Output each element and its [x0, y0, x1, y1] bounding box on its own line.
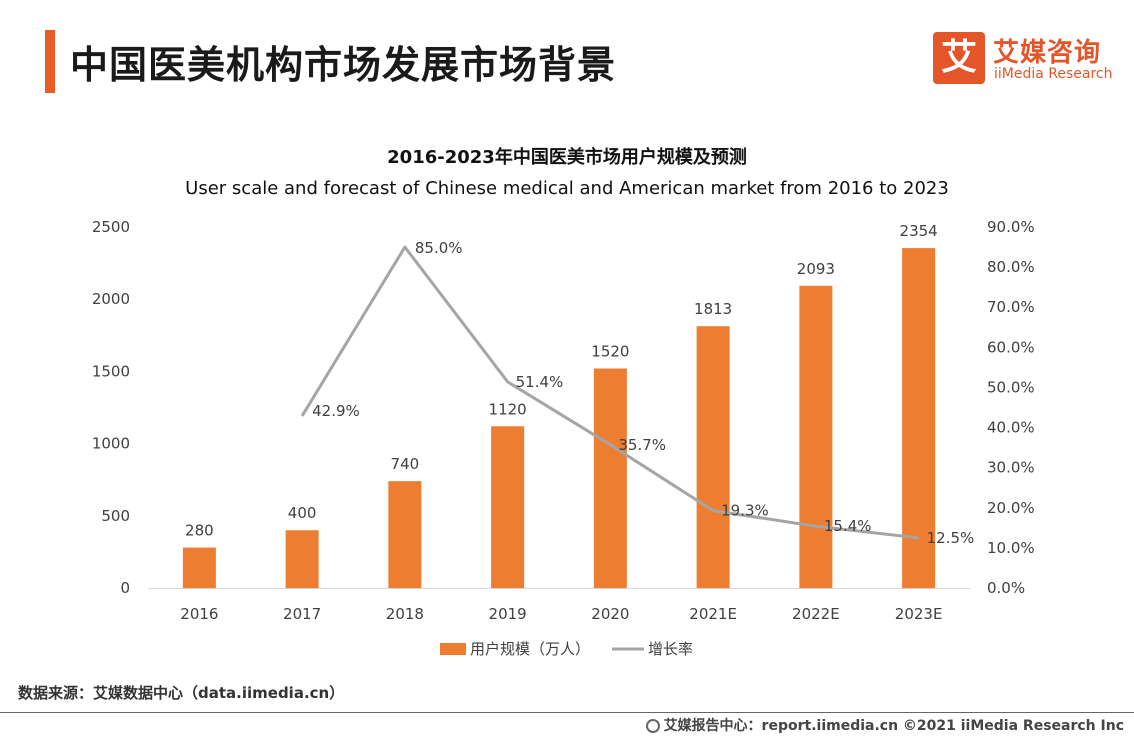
- x-axis-tick-label: 2021E: [689, 605, 737, 623]
- right-axis-tick-label: 90.0%: [987, 218, 1035, 236]
- legend-bar-label: 用户规模（万人）: [470, 640, 590, 658]
- x-axis-tick-label: 2017: [283, 605, 321, 623]
- growth-rate-label: 12.5%: [927, 529, 975, 547]
- brand-logo: 艾 艾媒咨询 iiMedia Research: [933, 32, 1128, 86]
- right-axis-tick-label: 0.0%: [987, 579, 1025, 597]
- chart-subtitle: User scale and forecast of Chinese medic…: [185, 178, 949, 199]
- left-axis-tick-label: 2500: [92, 218, 130, 236]
- bar-2018: [388, 481, 422, 588]
- bar-2016: [182, 547, 216, 588]
- growth-rate-label: 19.3%: [721, 502, 769, 520]
- growth-rate-label: 15.4%: [824, 517, 872, 535]
- right-axis-tick-label: 50.0%: [987, 378, 1035, 396]
- bar-value-label: 2093: [797, 260, 835, 278]
- growth-rate-line: [300, 245, 919, 540]
- logo-english-name: iiMedia Research: [994, 66, 1113, 82]
- growth-rate-label: 35.7%: [618, 436, 666, 454]
- bar-2022E: [799, 285, 833, 588]
- bar-value-label: 400: [288, 504, 317, 522]
- logo-chinese-name: 艾媒咨询: [993, 38, 1102, 68]
- footer-divider: [0, 712, 1134, 713]
- page-title: 中国医美机构市场发展市场背景: [70, 43, 617, 87]
- bar-2017: [285, 530, 319, 588]
- data-source: 数据来源：艾媒数据中心（data.iimedia.cn）: [18, 684, 345, 702]
- legend-line-label: 增长率: [648, 640, 693, 658]
- x-axis-tick-label: 2023E: [895, 605, 943, 623]
- left-axis-tick-label: 1500: [92, 362, 130, 380]
- title-accent-bar: [45, 30, 55, 93]
- x-axis-tick-label: 2019: [489, 605, 527, 623]
- x-axis-tick-label: 2018: [386, 605, 424, 623]
- x-axis-tick-label: 2022E: [792, 605, 840, 623]
- left-axis-tick-label: 500: [101, 507, 130, 525]
- bar-value-label: 280: [185, 522, 214, 540]
- globe-icon: [645, 719, 660, 733]
- footer-credit: 艾媒报告中心：report.iimedia.cn ©2021 iiMedia R…: [645, 715, 1124, 735]
- right-axis-tick-label: 20.0%: [987, 499, 1035, 517]
- logo-mark: 艾: [933, 32, 985, 84]
- right-axis-tick-label: 10.0%: [987, 539, 1035, 557]
- growth-rate-label: 42.9%: [312, 402, 360, 420]
- bar-value-label: 740: [391, 455, 420, 473]
- footer-text: 艾媒报告中心：report.iimedia.cn ©2021 iiMedia R…: [663, 718, 1124, 734]
- x-axis-tick-label: 2020: [591, 605, 629, 623]
- bar-2019: [491, 426, 525, 588]
- growth-rate-label: 85.0%: [415, 239, 463, 257]
- right-axis-tick-label: 70.0%: [987, 298, 1035, 316]
- left-axis-tick-label: 2000: [92, 290, 130, 308]
- bar-2020: [593, 368, 627, 588]
- right-axis-tick-label: 80.0%: [987, 258, 1035, 276]
- left-axis-tick-label: 0: [120, 579, 130, 597]
- left-axis-tick-label: 1000: [92, 435, 130, 453]
- bar-value-label: 1520: [591, 343, 629, 361]
- bar-2023E: [902, 248, 936, 588]
- growth-rate-label: 51.4%: [516, 373, 564, 391]
- right-axis-tick-label: 60.0%: [987, 338, 1035, 356]
- bar-2021E: [696, 326, 730, 588]
- chart-title: 2016-2023年中国医美市场用户规模及预测: [387, 147, 747, 168]
- right-axis-tick-label: 30.0%: [987, 459, 1035, 477]
- bar-value-label: 1120: [489, 400, 527, 418]
- x-axis-tick-label: 2016: [180, 605, 218, 623]
- legend-bar-swatch: [440, 643, 466, 655]
- bar-value-label: 1813: [694, 300, 732, 318]
- right-axis-tick-label: 40.0%: [987, 419, 1035, 437]
- bar-value-label: 2354: [900, 222, 938, 240]
